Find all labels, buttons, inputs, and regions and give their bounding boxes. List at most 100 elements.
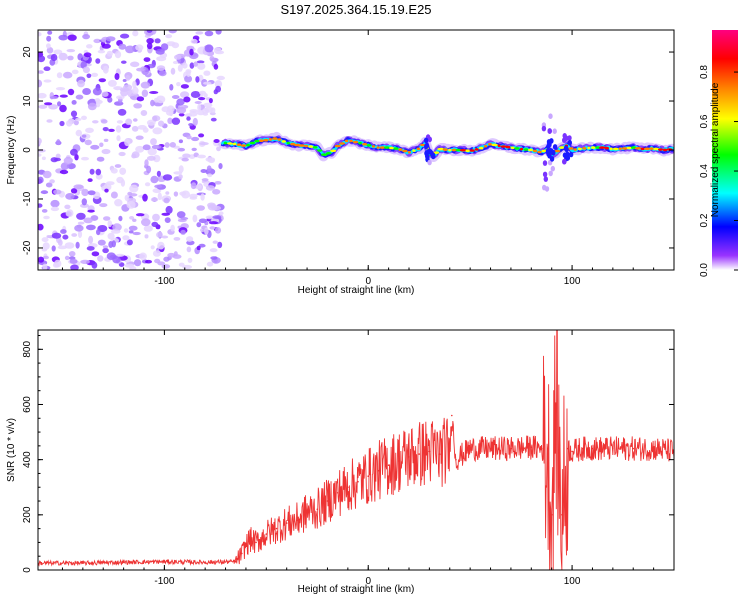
noise-blob [38,92,47,99]
noise-blob [120,179,126,187]
snr-point [234,560,237,563]
noise-blob [60,229,67,234]
noise-blob [41,237,49,243]
snr-point [357,480,359,483]
noise-blob [168,30,177,34]
noise-blob [77,221,85,225]
noise-blob [102,245,109,249]
noise-blob [86,246,95,251]
noise-blob [196,222,202,228]
noise-blob [150,245,155,250]
spread-blob [564,135,569,142]
noise-blob [190,91,201,98]
noise-blob [155,48,165,55]
snr-point [296,519,298,522]
noise-blob [80,259,90,264]
snr-point [546,453,549,455]
signal-peak [290,142,296,146]
signal-peak [510,146,515,150]
noise-blob [142,144,151,151]
spread-blob [542,184,547,191]
noise-blob [98,78,107,83]
spread-blob [562,152,568,158]
noise-blob [139,252,147,261]
noise-blob [101,148,111,155]
noise-blob [143,225,153,232]
noise-blob [106,50,113,57]
y-tick-label: 200 [22,506,33,523]
spread-blob [430,152,436,158]
noise-blob [195,76,200,83]
noise-blob [121,60,127,64]
noise-blob [57,245,68,250]
noise-blob [96,156,105,162]
noise-blob [82,88,91,95]
signal-peak [246,143,250,147]
noise-blob [188,123,194,127]
noise-blob [192,214,198,223]
noise-blob [120,88,129,97]
noise-blob [81,188,89,197]
noise-blob [119,167,127,175]
noise-blob [132,80,137,89]
noise-blob [213,63,219,70]
noise-blob [97,239,106,246]
noise-blob [151,144,162,150]
spread-blob [547,140,552,147]
colorbar-label: Normalized spectral amplitude [710,82,721,217]
snr-point [377,469,380,472]
noise-blob [107,232,115,240]
noise-blob [132,86,139,95]
noise-blob [141,218,151,227]
snr-point [652,447,655,450]
noise-blob [177,64,183,72]
signal-peak [500,145,507,148]
noise-blob [125,118,133,126]
spread-blob [548,113,553,119]
noise-blob [128,193,138,197]
noise-blob [177,147,185,152]
noise-blob [45,182,53,188]
noise-blob [182,62,188,69]
y-tick-label: -10 [22,191,33,206]
noise-blob [115,125,122,133]
noise-blob [102,247,109,254]
noise-blob [142,193,148,202]
noise-blob [116,135,121,142]
noise-blob [38,55,46,63]
snr-point [567,447,569,450]
noise-blob [146,165,152,174]
signal-peak [312,146,318,149]
noise-blob [170,67,176,75]
signal-peak [514,147,520,150]
signal-peak [568,147,574,150]
noise-blob [151,221,159,227]
noise-blob [216,75,225,81]
noise-blob [165,34,173,39]
noise-blob [116,253,125,257]
noise-blob [169,84,174,91]
colorbar-tick-label: 0.2 [699,213,710,227]
noise-blob [105,36,116,42]
colorbar-tick-label: 0.4 [699,164,710,178]
noise-blob [196,245,201,251]
noise-blob [70,148,78,156]
signal-peak [609,147,613,151]
noise-blob [104,188,109,193]
noise-blob [180,229,186,235]
spread-blob [564,146,569,153]
noise-blob [117,108,127,116]
noise-blob [126,201,136,209]
noise-blob [46,43,51,49]
noise-blob [157,241,165,250]
noise-blob [38,256,45,263]
snr-point [398,460,400,462]
noise-blob [56,139,61,146]
noise-blob [43,79,52,83]
noise-blob [82,66,90,74]
signal-peak [465,149,470,152]
figure-title: S197.2025.364.15.19.E25 [280,2,431,17]
signal-peak [587,146,591,150]
